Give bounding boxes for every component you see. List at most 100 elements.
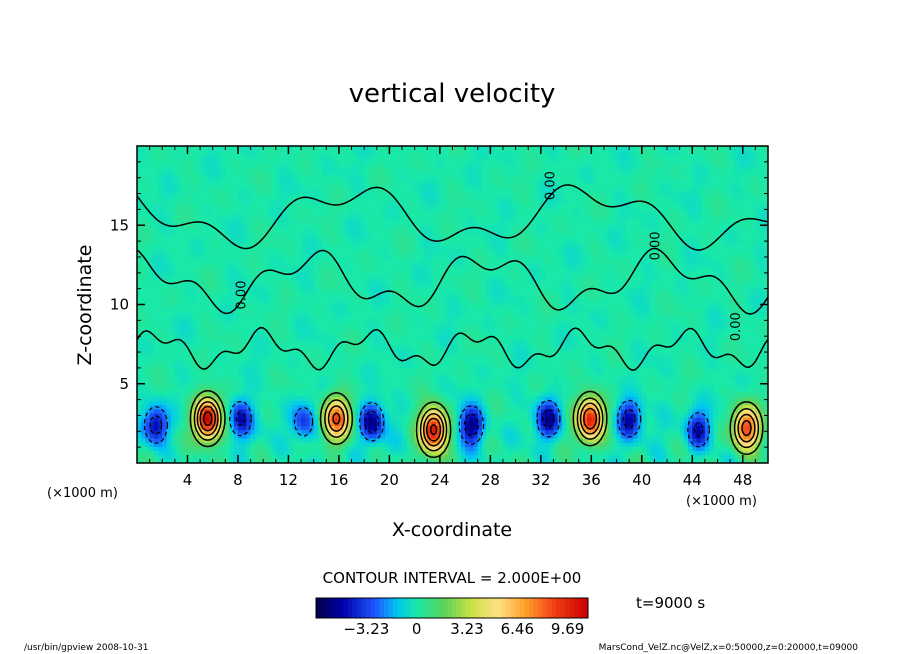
field-cell bbox=[322, 233, 327, 239]
field-cell bbox=[549, 158, 555, 164]
field-cell bbox=[326, 271, 332, 276]
field-cell bbox=[254, 329, 260, 335]
field-cell bbox=[179, 317, 184, 322]
field-cell bbox=[380, 425, 386, 431]
field-cell bbox=[229, 229, 235, 235]
field-cell bbox=[242, 204, 247, 210]
field-cell bbox=[158, 358, 163, 364]
field-cell bbox=[280, 442, 285, 447]
field-cell bbox=[280, 308, 285, 314]
field-cell bbox=[179, 312, 184, 318]
field-cell bbox=[402, 333, 407, 339]
field-cell bbox=[195, 183, 201, 189]
field-cell bbox=[166, 442, 172, 447]
field-cell bbox=[355, 196, 361, 201]
field-cell bbox=[225, 392, 231, 397]
field-cell bbox=[380, 296, 386, 301]
field-cell bbox=[385, 283, 390, 289]
field-cell bbox=[494, 358, 500, 364]
field-cell bbox=[473, 458, 479, 463]
field-cell bbox=[204, 362, 210, 368]
field-cell bbox=[288, 266, 294, 272]
field-cell bbox=[423, 450, 428, 456]
field-cell bbox=[389, 183, 395, 189]
field-cell bbox=[174, 425, 180, 431]
field-cell bbox=[179, 429, 184, 435]
field-cell bbox=[170, 421, 176, 427]
field-cell bbox=[469, 446, 475, 452]
field-cell bbox=[351, 291, 357, 297]
field-cell bbox=[532, 433, 538, 439]
field-cell bbox=[376, 446, 382, 452]
field-cell bbox=[540, 392, 546, 397]
field-cell bbox=[258, 291, 264, 297]
field-cell bbox=[406, 362, 412, 368]
field-cell bbox=[469, 417, 475, 422]
field-cell bbox=[372, 379, 378, 385]
field-cell bbox=[368, 321, 374, 326]
field-cell bbox=[423, 241, 428, 247]
field-cell bbox=[431, 450, 437, 456]
field-cell bbox=[313, 333, 319, 339]
field-cell bbox=[267, 379, 273, 385]
field-cell bbox=[347, 287, 353, 293]
field-cell bbox=[477, 300, 483, 306]
field-cell bbox=[549, 175, 555, 180]
field-cell bbox=[477, 387, 483, 393]
field-cell bbox=[465, 342, 470, 347]
field-cell bbox=[347, 408, 353, 414]
field-cell bbox=[376, 187, 382, 193]
field-cell bbox=[498, 317, 504, 322]
field-cell bbox=[275, 329, 281, 335]
field-cell bbox=[313, 308, 319, 314]
field-cell bbox=[376, 162, 382, 168]
field-cell bbox=[372, 179, 378, 185]
field-cell bbox=[553, 308, 559, 314]
field-cell bbox=[275, 171, 281, 176]
field-cell bbox=[301, 250, 306, 256]
field-cell bbox=[334, 200, 340, 205]
field-cell bbox=[258, 258, 264, 264]
field-cell bbox=[208, 337, 214, 343]
field-cell bbox=[237, 196, 243, 201]
field-cell bbox=[397, 300, 403, 306]
field-cell bbox=[355, 304, 361, 310]
field-cell bbox=[418, 191, 424, 197]
field-cell bbox=[250, 183, 256, 189]
field-cell bbox=[338, 367, 344, 372]
field-cell bbox=[158, 367, 163, 372]
field-cell bbox=[208, 171, 214, 176]
field-cell bbox=[305, 358, 311, 364]
field-cell bbox=[149, 400, 155, 406]
field-cell bbox=[258, 346, 264, 351]
field-cell bbox=[187, 250, 193, 256]
field-cell bbox=[254, 421, 260, 427]
field-cell bbox=[263, 317, 269, 322]
field-cell bbox=[460, 375, 466, 381]
field-cell bbox=[448, 154, 454, 160]
field-cell bbox=[351, 166, 357, 172]
field-cell bbox=[334, 279, 340, 285]
field-cell bbox=[414, 283, 420, 289]
field-cell bbox=[221, 166, 226, 172]
field-cell bbox=[498, 296, 504, 301]
field-cell bbox=[225, 283, 231, 289]
field-cell bbox=[380, 417, 386, 422]
field-cell bbox=[553, 421, 559, 427]
field-cell bbox=[431, 425, 437, 431]
field-cell bbox=[376, 283, 382, 289]
field-cell bbox=[174, 437, 180, 443]
field-cell bbox=[431, 383, 437, 389]
field-cell bbox=[191, 387, 197, 393]
field-cell bbox=[389, 396, 395, 402]
field-cell bbox=[490, 342, 496, 347]
field-cell bbox=[258, 450, 264, 456]
field-cell bbox=[149, 442, 155, 447]
field-cell bbox=[237, 387, 243, 393]
field-cell bbox=[162, 271, 168, 276]
field-cell bbox=[364, 412, 369, 418]
field-cell bbox=[158, 229, 163, 235]
field-cell bbox=[195, 442, 201, 447]
field-cell bbox=[343, 433, 348, 439]
field-cell bbox=[166, 187, 172, 193]
